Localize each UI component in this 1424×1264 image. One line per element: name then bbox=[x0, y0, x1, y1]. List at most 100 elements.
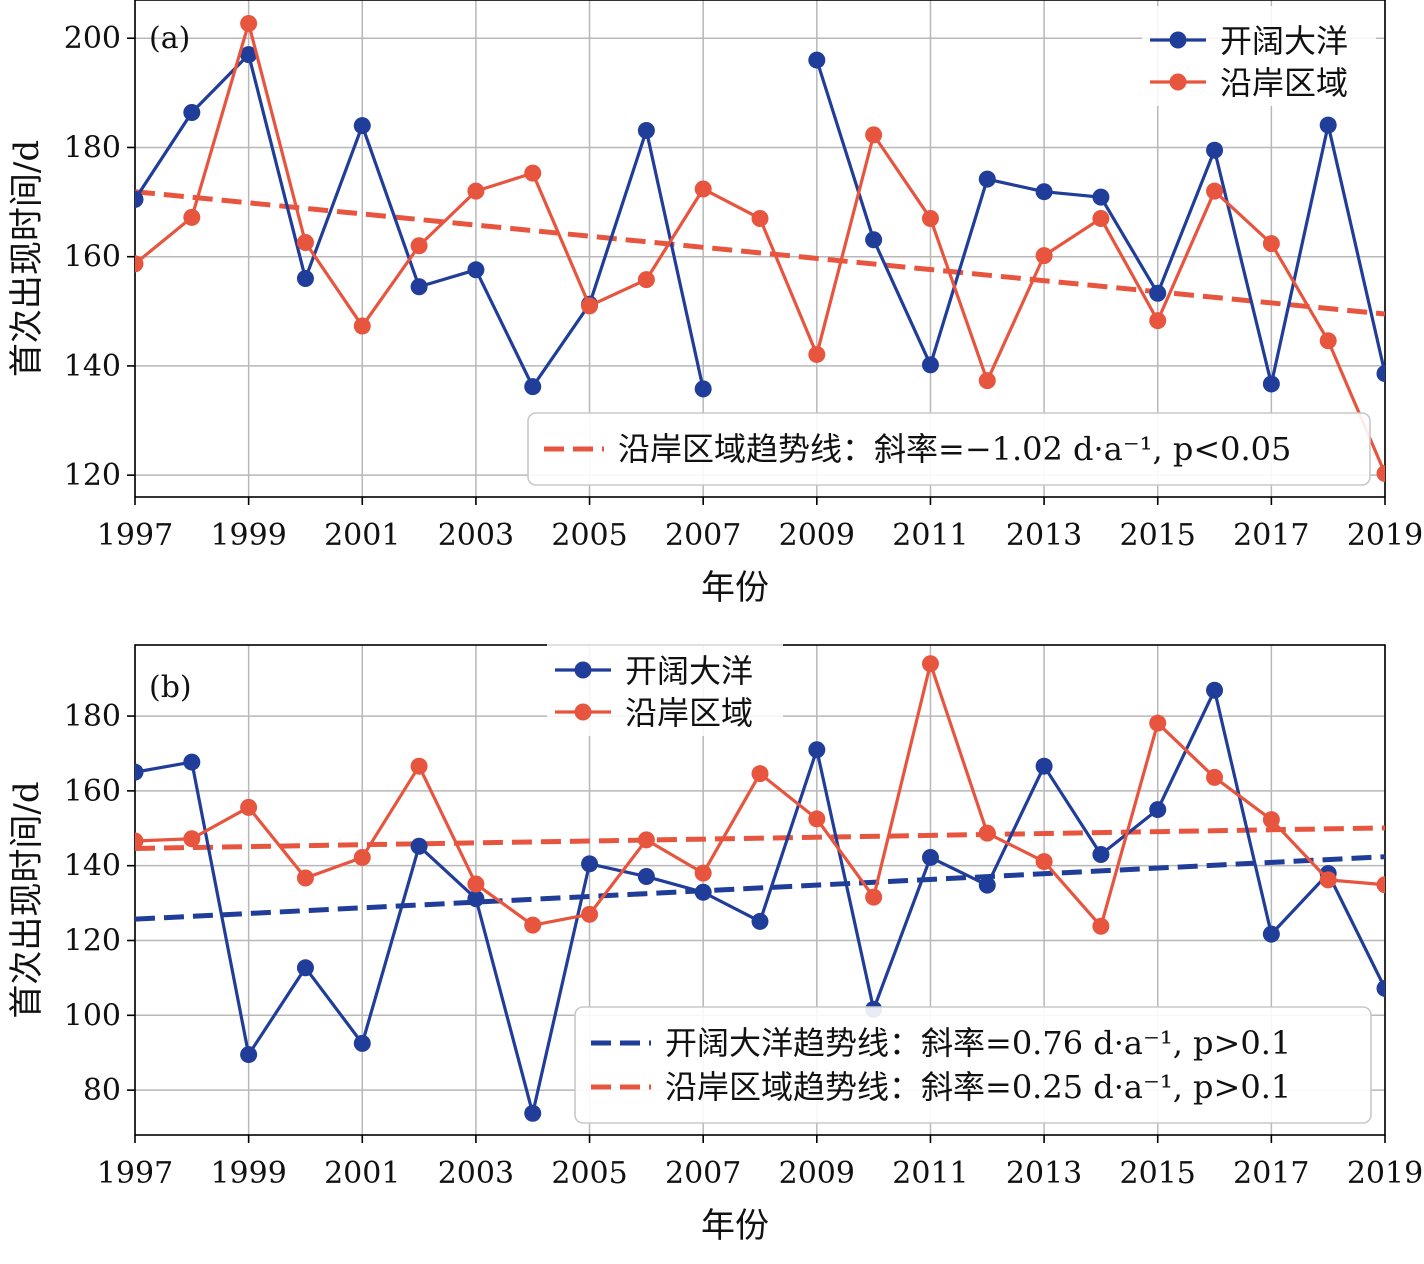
y-tick-label: 200 bbox=[64, 21, 121, 56]
trend-legend: 沿岸区域趋势线：斜率=−1.02 d·a⁻¹, p<0.05 bbox=[527, 412, 1371, 486]
data-point bbox=[637, 868, 655, 886]
data-point bbox=[694, 883, 712, 901]
trend-legend-label: 沿岸区域趋势线：斜率=−1.02 d·a⁻¹, p<0.05 bbox=[618, 430, 1291, 468]
trend-legend-box bbox=[574, 1006, 1372, 1124]
legend-entry: 沿岸区域 bbox=[1220, 64, 1348, 102]
trend-line bbox=[135, 854, 1385, 922]
data-point bbox=[467, 261, 485, 279]
trend-line bbox=[135, 825, 1385, 851]
data-point bbox=[467, 890, 485, 908]
y-tick-label: 140 bbox=[64, 349, 121, 384]
data-point bbox=[240, 14, 258, 32]
legend-swatch-marker bbox=[1169, 31, 1187, 49]
trend-legend-label: 开阔大洋趋势线：斜率=0.76 d·a⁻¹, p>0.1 bbox=[665, 1024, 1291, 1062]
data-point bbox=[978, 824, 996, 842]
x-tick-label: 2011 bbox=[892, 1156, 968, 1191]
data-point bbox=[135, 763, 144, 781]
x-tick-label: 2013 bbox=[1006, 1156, 1082, 1191]
panel-label: (b) bbox=[149, 670, 192, 705]
panel-b: 1997 1999 2001 2003 2005 2007 2009 2011 2013 2015… bbox=[7, 636, 1423, 1246]
data-point bbox=[581, 297, 599, 315]
legend-entry: 开阔大洋 bbox=[1220, 22, 1348, 60]
data-point bbox=[978, 876, 996, 894]
data-point bbox=[296, 959, 314, 977]
data-point bbox=[1149, 312, 1167, 330]
data-point bbox=[921, 209, 939, 227]
data-point bbox=[921, 356, 939, 374]
x-tick-label: 1997 bbox=[97, 518, 173, 553]
data-point bbox=[637, 122, 655, 140]
x-tick-label: 2005 bbox=[551, 518, 627, 553]
data-point bbox=[410, 837, 428, 855]
data-point bbox=[1376, 876, 1385, 894]
data-point bbox=[1262, 925, 1280, 943]
data-point bbox=[1092, 209, 1110, 227]
x-tick-label: 2003 bbox=[438, 1156, 514, 1191]
data-point bbox=[581, 855, 599, 873]
y-tick-label: 180 bbox=[64, 699, 121, 734]
data-point bbox=[1035, 757, 1053, 775]
data-point bbox=[353, 317, 371, 335]
trend-legend-label: 沿岸区域趋势线：斜率=0.25 d·a⁻¹, p>0.1 bbox=[665, 1068, 1291, 1106]
data-point bbox=[1376, 465, 1385, 483]
data-point bbox=[240, 46, 258, 64]
x-tick-label: 2015 bbox=[1120, 518, 1196, 553]
x-tick-label: 1999 bbox=[210, 1156, 286, 1191]
data-point bbox=[410, 237, 428, 255]
y-tick-label: 120 bbox=[64, 458, 121, 493]
legend-swatch-marker bbox=[1169, 73, 1187, 91]
data-point bbox=[1262, 375, 1280, 393]
data-point bbox=[581, 905, 599, 923]
legend-entry: 沿岸区域 bbox=[625, 694, 753, 732]
trend-legend-box bbox=[527, 412, 1371, 486]
data-point bbox=[467, 182, 485, 200]
x-axis-label: 年份 bbox=[701, 1206, 769, 1246]
data-point bbox=[1262, 235, 1280, 253]
data-point bbox=[296, 233, 314, 251]
series-coastal bbox=[135, 655, 1385, 935]
data-point bbox=[353, 848, 371, 866]
data-point bbox=[637, 831, 655, 849]
data-point bbox=[1149, 284, 1167, 302]
data-point bbox=[808, 741, 826, 759]
x-tick-label: 2003 bbox=[438, 518, 514, 553]
data-point bbox=[1092, 188, 1110, 206]
plot-area bbox=[135, 655, 1385, 1122]
series-line bbox=[135, 53, 705, 390]
legend-swatch-marker bbox=[574, 661, 592, 679]
data-point bbox=[1262, 811, 1280, 829]
data-point bbox=[183, 830, 201, 848]
data-point bbox=[1206, 182, 1224, 200]
data-point bbox=[353, 1034, 371, 1052]
x-tick-label: 2007 bbox=[665, 1156, 741, 1191]
data-point bbox=[1149, 714, 1167, 732]
x-tick-label: 2015 bbox=[1120, 1156, 1196, 1191]
data-point bbox=[1149, 801, 1167, 819]
x-tick-label: 2017 bbox=[1233, 1156, 1309, 1191]
plot-area bbox=[135, 14, 1385, 483]
x-tick-label: 2001 bbox=[324, 518, 400, 553]
y-tick-label: 80 bbox=[83, 1073, 121, 1108]
data-point bbox=[240, 1046, 258, 1064]
data-point bbox=[1319, 871, 1337, 889]
x-tick-label: 2001 bbox=[324, 1156, 400, 1191]
data-point bbox=[1035, 247, 1053, 265]
x-tick-label: 2017 bbox=[1233, 518, 1309, 553]
panel-a: 1997 1999 2001 2003 2005 2007 2009 2011 2013 2015… bbox=[7, 0, 1423, 608]
data-point bbox=[183, 104, 201, 122]
x-tick-label: 1997 bbox=[97, 1156, 173, 1191]
y-tick-label: 100 bbox=[64, 998, 121, 1033]
data-point bbox=[978, 170, 996, 188]
data-point bbox=[865, 888, 883, 906]
data-point bbox=[1319, 332, 1337, 350]
data-point bbox=[135, 832, 144, 850]
data-point bbox=[410, 278, 428, 296]
data-point bbox=[808, 51, 826, 69]
data-point bbox=[1206, 681, 1224, 699]
x-axis-label: 年份 bbox=[701, 568, 769, 608]
legend-entry: 开阔大洋 bbox=[625, 652, 753, 690]
data-point bbox=[978, 372, 996, 390]
